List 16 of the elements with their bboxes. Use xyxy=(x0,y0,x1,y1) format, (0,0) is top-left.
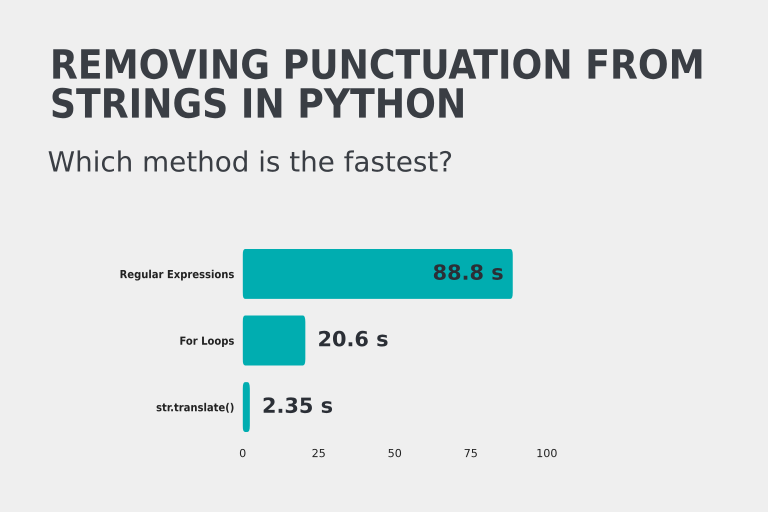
y-tick-label: str.translate() xyxy=(156,402,234,413)
bar xyxy=(242,316,306,366)
x-tick-label: 100 xyxy=(537,448,557,458)
y-tick-label: For Loops xyxy=(180,336,234,348)
bar xyxy=(242,248,513,299)
chart-subtitle: Which method is the fastest? xyxy=(48,150,452,172)
data-label: 2.35 s xyxy=(264,397,332,414)
y-tick-label: Regular Expressions xyxy=(120,270,234,281)
x-tick-label: 25 xyxy=(312,448,325,458)
x-tick-label: 50 xyxy=(388,448,402,458)
x-tick-label: 0 xyxy=(240,448,246,458)
x-tick-label: 75 xyxy=(464,448,477,458)
data-label: 88.8 s xyxy=(434,264,503,280)
chart-title: REMOVING PUNCTUATION FROM STRINGS IN PYTHON xyxy=(52,48,702,118)
bar xyxy=(242,382,250,432)
data-label: 20.6 s xyxy=(319,330,388,347)
